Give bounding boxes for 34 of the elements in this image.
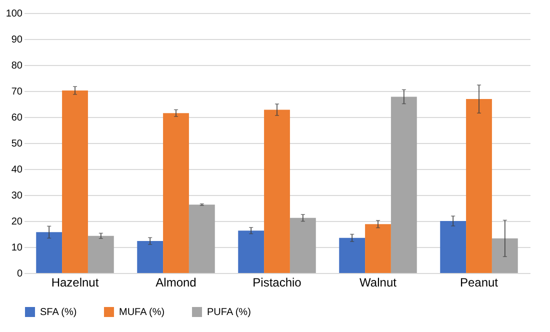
y-tick-label: 60 [11,112,23,124]
bar [390,96,417,273]
y-tick-label: 100 [6,8,23,20]
y-tick-label: 90 [11,34,23,46]
legend-label: PUFA (%) [207,307,251,318]
bar [163,113,189,273]
bar [440,221,466,273]
legend-label: SFA (%) [40,307,77,318]
y-tick-label: 30 [11,190,23,202]
bar [492,238,518,273]
x-tick-label: Peanut [460,276,499,290]
y-tick-label: 0 [16,268,23,280]
bar [365,224,391,273]
bar [238,230,264,273]
x-tick-label: Hazelnut [51,276,100,290]
bar [466,99,492,273]
bar [36,232,62,273]
y-tick-label: 20 [11,216,23,228]
bar [264,110,290,273]
legend-label: MUFA (%) [119,307,165,318]
x-tick-label: Pistachio [252,276,302,290]
bar [62,90,88,273]
bar [339,238,366,273]
bar [290,218,316,273]
y-tick-label: 40 [11,164,23,176]
x-tick-label: Almond [156,276,196,290]
y-tick-label: 50 [11,138,23,150]
bar [137,241,164,273]
bar [88,236,114,273]
y-tick-label: 70 [11,86,23,98]
y-tick-label: 10 [11,242,23,254]
x-tick-label: Walnut [360,276,398,290]
y-tick-label: 80 [11,60,23,72]
bar [188,204,215,273]
